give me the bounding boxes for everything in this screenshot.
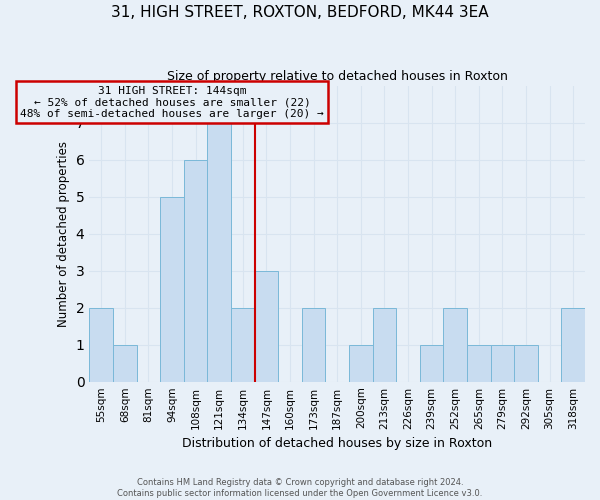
Bar [231, 308, 254, 382]
Bar [208, 122, 231, 382]
Bar [302, 308, 325, 382]
Bar [562, 308, 585, 382]
Title: Size of property relative to detached houses in Roxton: Size of property relative to detached ho… [167, 70, 508, 83]
Text: 31, HIGH STREET, ROXTON, BEDFORD, MK44 3EA: 31, HIGH STREET, ROXTON, BEDFORD, MK44 3… [111, 5, 489, 20]
Bar [349, 344, 373, 382]
Bar [160, 196, 184, 382]
Text: 31 HIGH STREET: 144sqm
← 52% of detached houses are smaller (22)
48% of semi-det: 31 HIGH STREET: 144sqm ← 52% of detached… [20, 86, 324, 119]
X-axis label: Distribution of detached houses by size in Roxton: Distribution of detached houses by size … [182, 437, 492, 450]
Bar [443, 308, 467, 382]
Bar [420, 344, 443, 382]
Bar [373, 308, 396, 382]
Bar [514, 344, 538, 382]
Y-axis label: Number of detached properties: Number of detached properties [57, 140, 70, 326]
Text: Contains HM Land Registry data © Crown copyright and database right 2024.
Contai: Contains HM Land Registry data © Crown c… [118, 478, 482, 498]
Bar [491, 344, 514, 382]
Bar [184, 160, 208, 382]
Bar [254, 270, 278, 382]
Bar [113, 344, 137, 382]
Bar [467, 344, 491, 382]
Bar [89, 308, 113, 382]
